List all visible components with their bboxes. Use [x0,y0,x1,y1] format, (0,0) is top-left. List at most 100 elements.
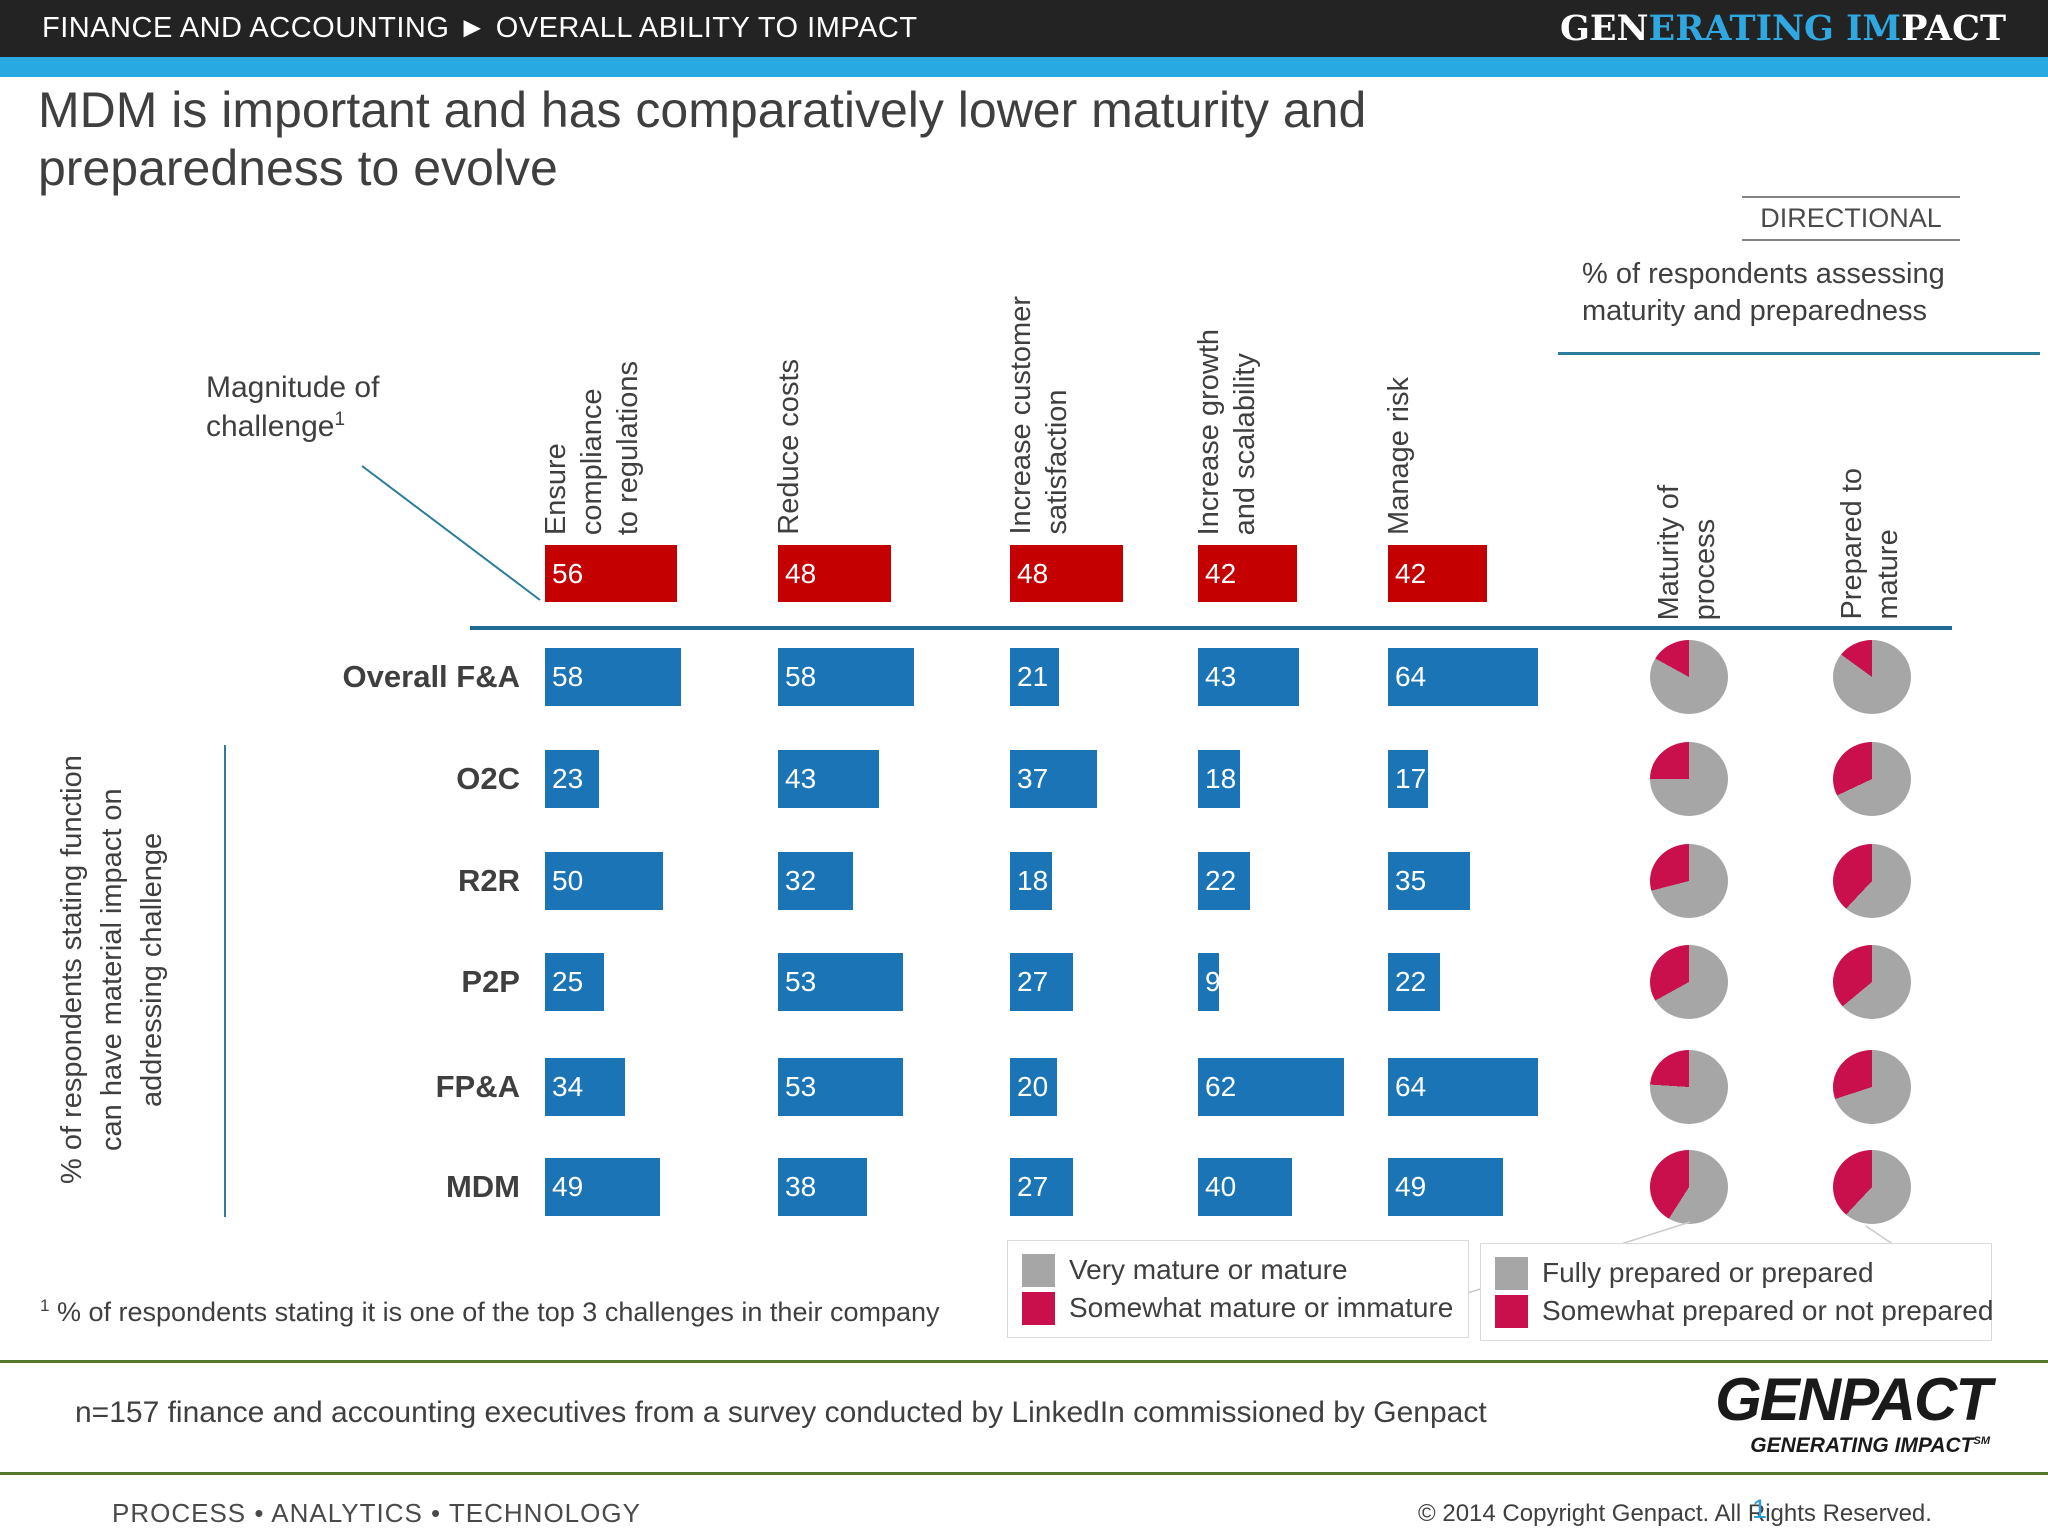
legend-label: Very mature or mature [1069,1254,1348,1285]
maturity-pie [1650,1050,1728,1124]
row-label: P2P [461,964,520,999]
row-label: O2C [456,761,520,796]
impact-bar: 18 [1198,750,1240,808]
magnitude-bar: 42 [1388,545,1487,602]
prepared-pie [1833,945,1911,1019]
genpact-logo-text: GENPACT [1715,1366,1992,1433]
impact-bar: 34 [545,1058,625,1116]
impact-bar: 38 [778,1158,867,1216]
assess-note-underline [1558,352,2040,355]
column-header: Manage risk [1383,377,1415,535]
impact-bar: 18 [1010,852,1052,910]
impact-bar: 43 [1198,648,1299,706]
footnote-text: % of respondents stating it is one of th… [49,1297,940,1327]
impact-bar: 58 [778,648,914,706]
directional-badge: DIRECTIONAL [1742,196,1960,241]
column-header: Increase customer satisfaction [1005,296,1073,535]
gray-swatch [1495,1256,1528,1290]
footnote: 1 % of respondents stating it is one of … [40,1296,940,1328]
impact-bar: 22 [1198,852,1250,910]
magnitude-superscript: 1 [334,409,346,430]
assess-note: % of respondents assessing maturity and … [1582,258,1945,328]
prepared-pie [1833,640,1911,714]
teal-vertical-line [224,745,226,1217]
magnitude-line2: challenge [206,410,335,443]
maturity-pie [1650,844,1728,918]
footer-copyright: © 2014 Copyright Genpact. All Rights Res… [1418,1500,1932,1527]
pie-column-header: Maturity of process [1653,484,1721,620]
magnitude-bar: 56 [545,545,677,602]
impact-bar: 35 [1388,852,1470,910]
impact-bar: 50 [545,852,663,910]
green-divider-top [0,1360,2048,1363]
blue-accent-stripe [0,57,2048,77]
prepared-pie [1833,1150,1911,1224]
generating-impact-logo: GENERATING IMPACT [1560,8,2006,49]
legend-row: Somewhat prepared or not prepared [1495,1294,1993,1328]
footnote-superscript: 1 [40,1296,50,1315]
impact-bar: 17 [1388,750,1428,808]
row-label: R2R [457,863,520,898]
maturity-pie [1650,640,1728,714]
impact-bar: 9 [1198,953,1221,1011]
magnitude-callout-line [361,465,541,601]
legend-row: Very mature or mature [1022,1253,1454,1287]
maturity-legend: Very mature or mature Somewhat mature or… [1007,1240,1469,1338]
impact-bar: 62 [1198,1058,1344,1116]
impact-bar: 64 [1388,648,1538,706]
impact-bar: 22 [1388,953,1440,1011]
logo-segment: PACT [1901,8,2006,49]
impact-bar: 43 [778,750,879,808]
impact-bar: 32 [778,852,853,910]
genpact-tagline-text: GENERATING IMPACT [1750,1434,1974,1457]
row-label: Overall F&A [342,659,520,694]
impact-bar: 64 [1388,1058,1538,1116]
impact-bar: 53 [778,953,903,1011]
column-header: Reduce costs [773,359,805,535]
magnitude-bar: 48 [778,545,891,602]
magnitude-line1: Magnitude of [206,371,380,404]
magnitude-bar: 42 [1198,545,1297,602]
footer-motto: PROCESS • ANALYTICS • TECHNOLOGY [112,1498,641,1528]
row-label: MDM [445,1169,520,1204]
green-divider-bottom [0,1472,2048,1475]
maturity-pie [1650,1150,1728,1224]
crimson-swatch [1022,1291,1055,1325]
impact-bar: 23 [545,750,599,808]
breadcrumb: FINANCE AND ACCOUNTING ► OVERALL ABILITY… [42,12,918,44]
impact-bar: 53 [778,1058,903,1116]
impact-bar: 25 [545,953,604,1011]
page-title: MDM is important and has comparatively l… [38,82,1367,196]
genpact-sm-mark: SM [1973,1435,1991,1447]
impact-bar: 49 [545,1158,660,1216]
row-label: FP&A [435,1069,520,1104]
pie-column-header: Prepared to mature [1836,468,1904,620]
legend-row: Somewhat mature or immature [1022,1291,1454,1325]
top-header-bar: FINANCE AND ACCOUNTING ► OVERALL ABILITY… [0,0,2048,57]
impact-bar: 49 [1388,1158,1503,1216]
maturity-pie [1650,742,1728,816]
impact-bar: 58 [545,648,681,706]
logo-segment: GEN [1559,8,1649,49]
crimson-swatch [1495,1294,1528,1328]
genpact-logo: GENPACT GENERATING IMPACTSM [1690,1366,1992,1458]
maturity-pie [1650,945,1728,1019]
gray-swatch [1022,1253,1055,1287]
prepared-pie [1833,742,1911,816]
source-note: n=157 finance and accounting executives … [75,1396,1487,1429]
prepared-pie [1833,844,1911,918]
legend-row: Fully prepared or prepared [1495,1256,1977,1290]
legend-label: Somewhat mature or immature [1069,1292,1454,1323]
impact-bar: 20 [1010,1058,1057,1116]
impact-bar: 37 [1010,750,1097,808]
genpact-tagline: GENERATING IMPACTSM [1690,1434,1990,1458]
column-header: Ensure compliance to regulations [540,360,644,535]
prepared-legend: Fully prepared or prepared Somewhat prep… [1480,1243,1993,1341]
legend-label: Somewhat prepared or not prepared [1542,1295,1994,1326]
column-header: Increase growth and scalability [1193,328,1261,535]
impact-bar: 21 [1010,648,1059,706]
page-number: 1 [1752,1494,1768,1524]
teal-separator-line [470,626,1952,630]
magnitude-bar: 48 [1010,545,1123,602]
